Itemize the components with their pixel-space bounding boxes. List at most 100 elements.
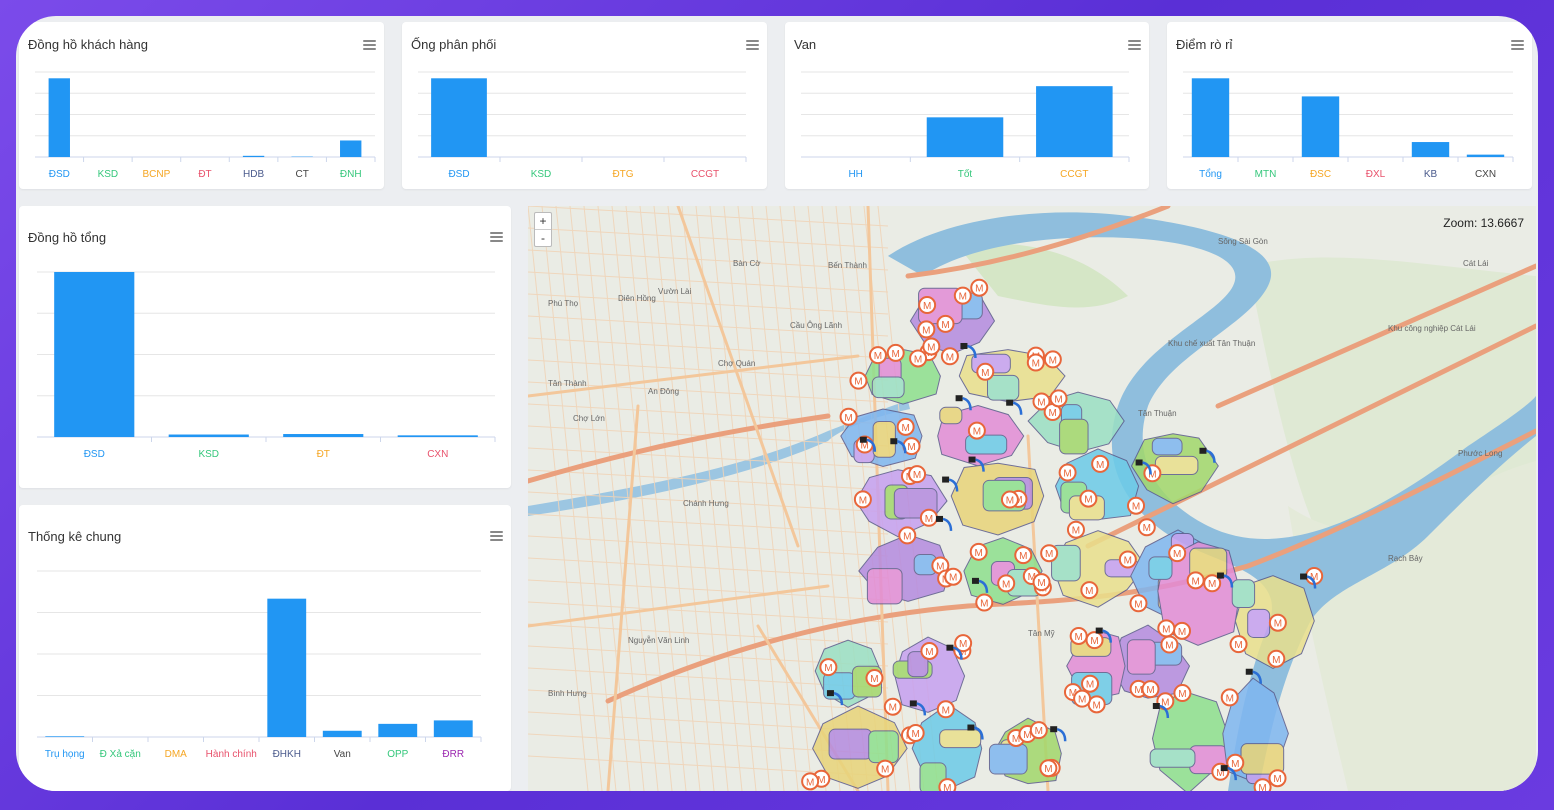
meter-marker[interactable]: M [1141, 680, 1160, 699]
meter-marker[interactable]: M [1043, 350, 1062, 369]
bar-3[interactable] [1301, 96, 1340, 157]
meter-marker[interactable]: M [896, 417, 915, 436]
meter-marker[interactable]: M [1087, 695, 1106, 714]
dma-subzone[interactable] [828, 728, 873, 760]
bar-5[interactable] [242, 155, 265, 157]
meter-marker[interactable]: M [1032, 573, 1051, 592]
meter-marker[interactable]: M [938, 778, 957, 791]
meter-marker[interactable]: M [1043, 403, 1062, 422]
valve-icon[interactable] [942, 476, 959, 492]
valve-icon[interactable] [946, 644, 963, 660]
meter-marker[interactable]: M [1127, 496, 1146, 515]
bar-7[interactable] [378, 723, 418, 737]
meter-marker[interactable]: M [919, 508, 938, 527]
dma-subzone[interactable] [1051, 544, 1081, 582]
bar-1[interactable] [431, 78, 487, 157]
meter-marker[interactable]: M [1000, 490, 1019, 509]
meter-marker[interactable]: M [906, 724, 925, 743]
meter-marker[interactable]: M [1226, 753, 1245, 772]
dma-subzone[interactable] [866, 568, 903, 605]
meter-marker[interactable]: M [1085, 631, 1104, 650]
meter-marker[interactable]: M [969, 542, 988, 561]
bar-8[interactable] [433, 720, 473, 737]
meter-marker[interactable]: M [918, 296, 937, 315]
bar-6[interactable] [322, 730, 362, 737]
meter-marker[interactable]: M [1168, 544, 1187, 563]
valve-icon[interactable] [960, 342, 977, 359]
menu-icon[interactable] [363, 40, 376, 50]
bar-5[interactable] [1411, 142, 1450, 157]
valve-icon[interactable] [936, 515, 953, 531]
dma-subzone[interactable] [965, 434, 1008, 455]
bar-2[interactable] [168, 434, 249, 437]
menu-icon[interactable] [746, 40, 759, 50]
meter-marker[interactable]: M [1039, 759, 1058, 778]
dma-subzone[interactable] [1247, 608, 1271, 638]
meter-marker[interactable]: M [1173, 684, 1192, 703]
meter-marker[interactable]: M [1220, 688, 1239, 707]
meter-marker[interactable]: M [886, 343, 905, 362]
meter-marker[interactable]: M [931, 556, 950, 575]
bar-7[interactable] [340, 140, 362, 157]
meter-marker[interactable]: M [876, 759, 895, 778]
meter-marker[interactable]: M [936, 700, 955, 719]
meter-marker[interactable]: M [1160, 635, 1179, 654]
meter-marker[interactable]: M [1069, 626, 1088, 645]
meter-marker[interactable]: M [1129, 594, 1148, 613]
meter-marker[interactable]: M [997, 574, 1016, 593]
valve-icon[interactable] [890, 438, 907, 454]
meter-marker[interactable]: M [1118, 550, 1137, 569]
meter-marker[interactable]: M [976, 362, 995, 381]
bar-1[interactable] [54, 272, 135, 437]
meter-marker[interactable]: M [909, 349, 928, 368]
meter-marker[interactable]: M [1049, 389, 1068, 408]
meter-marker[interactable]: M [922, 337, 941, 356]
meter-marker[interactable]: M [853, 490, 872, 509]
valve-icon[interactable] [967, 724, 984, 740]
meter-marker[interactable]: M [1032, 392, 1051, 411]
map-canvas[interactable]: MMMMMMMMMMMMMMMMMMMMMMMMMMMMMMMMMMMMMMMM… [528, 206, 1536, 791]
meter-marker[interactable]: M [920, 641, 939, 660]
meter-marker[interactable]: M [1267, 649, 1286, 668]
dma-subzone[interactable] [988, 743, 1028, 775]
bar-2[interactable] [926, 117, 1004, 157]
dma-subzone[interactable] [1151, 437, 1183, 456]
dma-subzone[interactable] [1059, 418, 1089, 455]
valve-icon[interactable] [1095, 627, 1112, 643]
valve-icon[interactable] [971, 577, 989, 593]
valve-icon[interactable] [909, 700, 927, 716]
meter-marker[interactable]: M [1137, 518, 1156, 537]
bar-1[interactable] [45, 736, 85, 737]
meter-marker[interactable]: M [954, 634, 973, 653]
bar-4[interactable] [397, 435, 478, 437]
valve-icon[interactable] [1245, 668, 1263, 684]
meter-marker[interactable]: M [1081, 674, 1100, 693]
meter-marker[interactable]: M [1203, 574, 1222, 593]
bar-5[interactable] [267, 598, 307, 737]
meter-marker[interactable]: M [868, 346, 887, 365]
meter-marker[interactable]: M [967, 421, 986, 440]
meter-marker[interactable]: M [1268, 769, 1287, 788]
meter-marker[interactable]: M [975, 593, 994, 612]
dma-subzone[interactable] [939, 406, 963, 425]
zoom-in-button[interactable]: + [539, 214, 547, 228]
meter-marker[interactable]: M [898, 526, 917, 545]
menu-icon[interactable] [490, 531, 503, 541]
valve-icon[interactable] [859, 436, 877, 452]
meter-marker[interactable]: M [1229, 635, 1248, 654]
menu-icon[interactable] [1511, 40, 1524, 50]
valve-icon[interactable] [1152, 702, 1170, 719]
zoom-out-button[interactable]: - [535, 229, 551, 246]
meter-marker[interactable]: M [936, 314, 955, 333]
meter-marker[interactable]: M [908, 465, 927, 484]
meter-marker[interactable]: M [865, 669, 884, 688]
dma-subzone[interactable] [1149, 748, 1196, 768]
meter-marker[interactable]: M [1143, 464, 1162, 483]
valve-icon[interactable] [826, 690, 844, 706]
dma-subzone[interactable] [868, 730, 899, 764]
meter-marker[interactable]: M [1186, 571, 1205, 590]
meter-marker[interactable]: M [839, 407, 858, 426]
meter-marker[interactable]: M [940, 347, 959, 366]
valve-icon[interactable] [1220, 765, 1237, 781]
